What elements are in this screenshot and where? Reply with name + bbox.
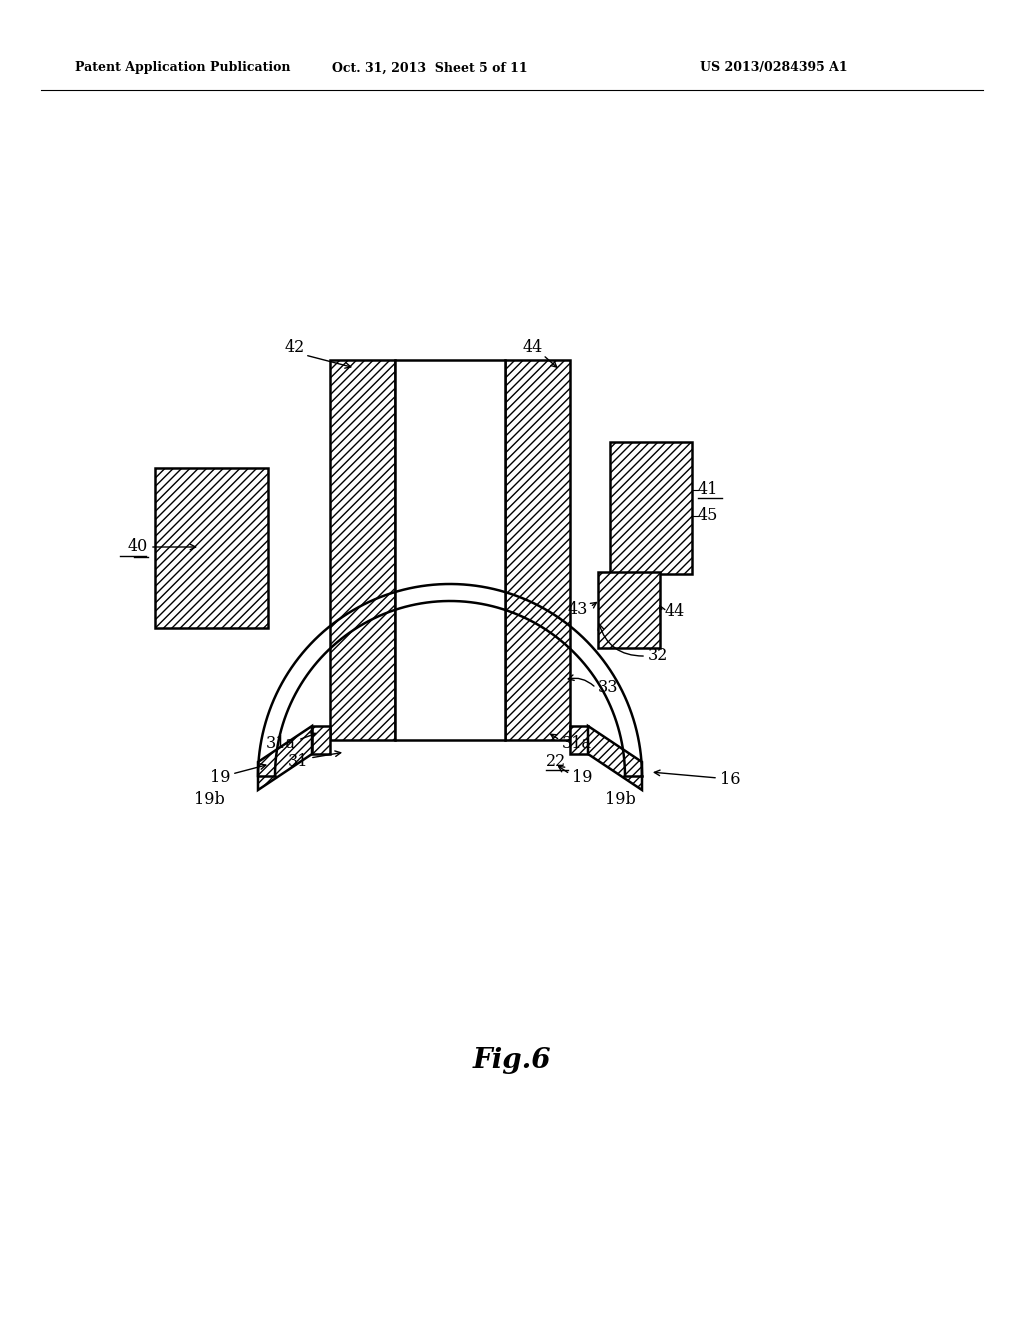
Bar	[330, 360, 395, 741]
Polygon shape	[258, 726, 312, 789]
Bar	[598, 572, 660, 648]
Text: 19b: 19b	[195, 792, 225, 808]
Text: 16: 16	[720, 771, 740, 788]
Text: 43: 43	[567, 602, 588, 619]
Text: Patent Application Publication: Patent Application Publication	[75, 62, 291, 74]
Text: 19: 19	[572, 770, 593, 787]
Text: US 2013/0284395 A1: US 2013/0284395 A1	[700, 62, 848, 74]
Text: 22: 22	[546, 754, 566, 771]
Text: 19: 19	[210, 770, 230, 787]
Bar	[505, 360, 570, 741]
Text: Oct. 31, 2013  Sheet 5 of 11: Oct. 31, 2013 Sheet 5 of 11	[332, 62, 527, 74]
Text: Fig.6: Fig.6	[473, 1047, 551, 1073]
Text: 33: 33	[598, 680, 618, 697]
Bar	[395, 360, 505, 741]
Polygon shape	[588, 726, 642, 789]
Text: 31a: 31a	[562, 735, 592, 752]
Text: 40: 40	[128, 539, 148, 556]
Text: 31a: 31a	[266, 735, 296, 752]
Bar	[312, 726, 330, 754]
Bar	[570, 726, 588, 754]
Text: 42: 42	[285, 339, 305, 356]
Text: 45: 45	[698, 507, 719, 524]
Text: 32: 32	[648, 648, 669, 664]
Text: 31: 31	[288, 754, 308, 771]
Bar	[155, 469, 268, 628]
Text: 41: 41	[698, 482, 719, 499]
Text: 19b: 19b	[605, 792, 636, 808]
Bar	[610, 442, 692, 574]
Text: 44: 44	[665, 603, 685, 620]
Text: 44: 44	[523, 339, 543, 356]
